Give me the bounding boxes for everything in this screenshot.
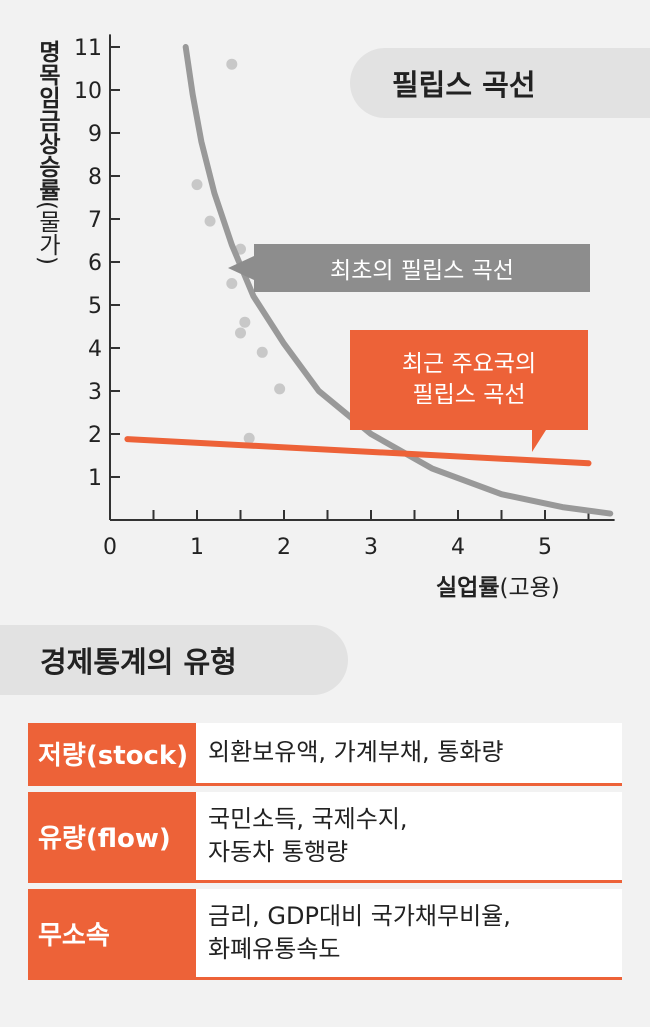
x-tick-label: 4 (451, 535, 465, 560)
scatter-point (239, 316, 251, 328)
y-tick-label: 2 (88, 423, 102, 448)
x-tick-label: 3 (364, 535, 378, 560)
y-tick-label: 6 (88, 251, 102, 276)
type-category: 유량(flow) (28, 792, 196, 880)
recent-phillips-curve (124, 436, 592, 467)
section-title: 경제통계의 유형 (0, 625, 348, 695)
x-tick-label: 5 (538, 535, 552, 560)
scatter-point (226, 278, 238, 289)
scatter-point (274, 383, 286, 395)
scatter-point (204, 215, 216, 227)
x-axis-label: 실업률(고용) (436, 575, 560, 601)
x-tick-label: 0 (103, 535, 117, 560)
type-row-flow: 유량(flow) 국민소득, 국제수지, 자동차 통행량 (28, 792, 622, 883)
original-phillips-curve (182, 44, 614, 517)
y-tick-label: 7 (88, 208, 102, 233)
y-tick-label: 1 (88, 466, 102, 491)
recent-curve-callout-line2: 필립스 곡선 (412, 382, 526, 408)
recent-curve-callout-line1: 최근 주요국의 (401, 350, 537, 377)
x-tick-label: 1 (190, 535, 204, 560)
statistics-types-table: 저량(stock) 외환보유액, 가계부채, 통화량 유량(flow) 국민소득… (28, 723, 622, 986)
y-tick-label: 4 (88, 337, 102, 362)
type-examples: 외환보유액, 가계부채, 통화량 (208, 738, 504, 767)
type-examples: 금리, GDP대비 국가채무비율, 화폐유통속도 (208, 901, 511, 963)
type-examples: 국민소득, 국제수지, 자동차 통행량 (208, 804, 408, 866)
chart-title: 필립스 곡선 (350, 48, 650, 118)
recent-curve-callout: 최근 주요국의 필립스 곡선 (350, 330, 588, 452)
y-tick-label: 5 (88, 294, 102, 319)
y-tick-label: 8 (88, 165, 102, 190)
type-row-none: 무소속 금리, GDP대비 국가채무비율, 화폐유통속도 (28, 889, 622, 980)
y-tick-label: 3 (88, 380, 102, 405)
scatter-point (243, 432, 255, 444)
scatter-point (235, 327, 246, 339)
scatter-point (256, 346, 268, 358)
original-curve-callout: 최초의 필립스 곡선 (228, 244, 590, 292)
type-row-stock: 저량(stock) 외환보유액, 가계부채, 통화량 (28, 723, 622, 786)
y-tick-label: 10 (74, 79, 102, 104)
type-category: 무소속 (28, 889, 196, 977)
y-tick-label: 9 (88, 122, 102, 147)
scatter-point (226, 58, 238, 70)
x-tick-label: 2 (277, 535, 291, 560)
phillips-chart: 1 2 3 4 5 6 7 8 9 10 11 0 1 2 3 4 5 (74, 34, 615, 560)
y-tick-label: 11 (74, 36, 102, 61)
scatter-point (191, 179, 203, 191)
y-axis-label: 명목임금상승률(물가) (34, 40, 60, 265)
type-category: 저량(stock) (28, 723, 196, 783)
